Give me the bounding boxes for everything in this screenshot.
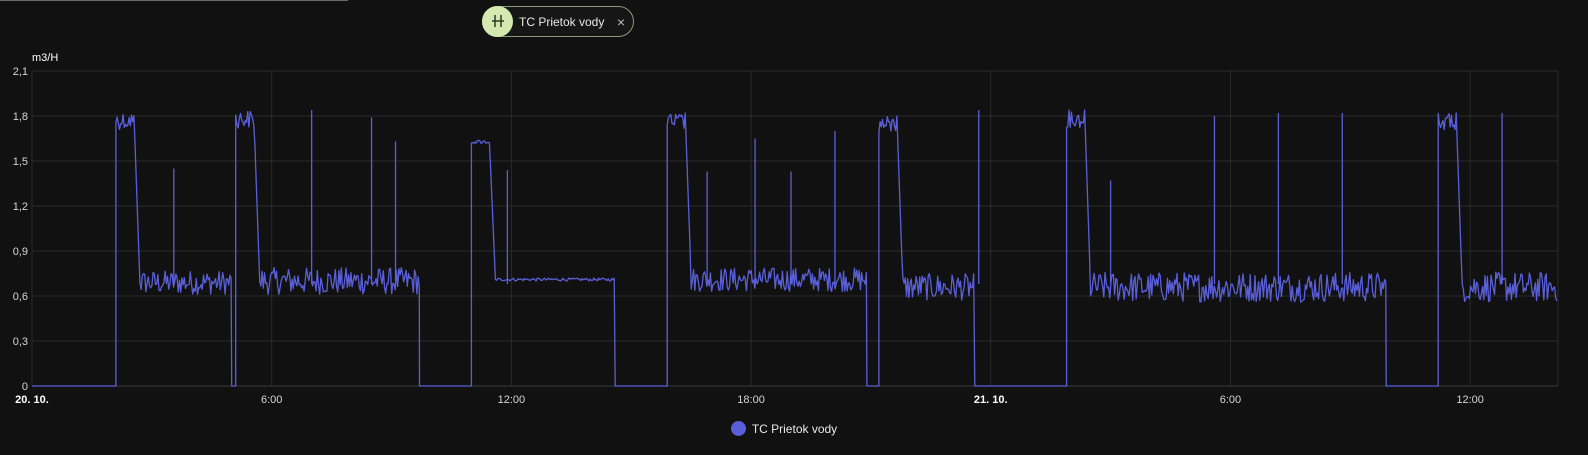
legend-swatch[interactable]: [730, 421, 746, 436]
y-axis-unit-label: m3/H: [32, 52, 58, 64]
x-tick-label: 6:00: [1220, 394, 1241, 406]
series-line: [32, 109, 1558, 387]
x-axis-ticks: 20. 10. 6:00 12:00 18:00 21. 10. 6:00 12:00: [15, 394, 1484, 406]
y-tick-label: 0,9: [13, 246, 28, 258]
x-tick-label: 12:00: [1456, 394, 1484, 406]
y-tick-label: 1,8: [13, 111, 28, 123]
chart-series: [32, 109, 1558, 387]
legend-label[interactable]: TC Prietok vody: [751, 421, 838, 436]
close-icon[interactable]: ×: [616, 13, 625, 30]
y-tick-label: 0: [22, 381, 28, 393]
y-tick-label: 2,1: [13, 66, 28, 78]
filter-chip-label: TC Prietok vody: [519, 14, 605, 29]
y-tick-label: 1,5: [13, 156, 28, 168]
filter-chip[interactable]: TC Prietok vody ×: [482, 5, 634, 37]
chart-legend: TC Prietok vody: [0, 421, 1568, 436]
y-axis-ticks: 0 0,3 0,6 0,9 1,2 1,5 1,8 2,1: [13, 66, 28, 393]
y-tick-label: 1,2: [13, 201, 28, 213]
toggle-icon: [482, 5, 513, 37]
top-divider: [0, 0, 348, 1]
x-tick-label: 6:00: [261, 394, 282, 406]
line-chart: 0 0,3 0,6 0,9 1,2 1,5 1,8 2,1 20. 10. 6:00 12:00 1…: [13, 52, 1559, 406]
x-tick-label: 12:00: [498, 394, 526, 406]
y-tick-label: 0,6: [13, 291, 28, 303]
y-tick-label: 0,3: [13, 336, 28, 348]
chart-grid: [31, 70, 1559, 387]
x-tick-label: 18:00: [737, 394, 765, 406]
x-tick-label: 20. 10.: [15, 394, 49, 406]
x-tick-label: 21. 10.: [974, 394, 1008, 406]
